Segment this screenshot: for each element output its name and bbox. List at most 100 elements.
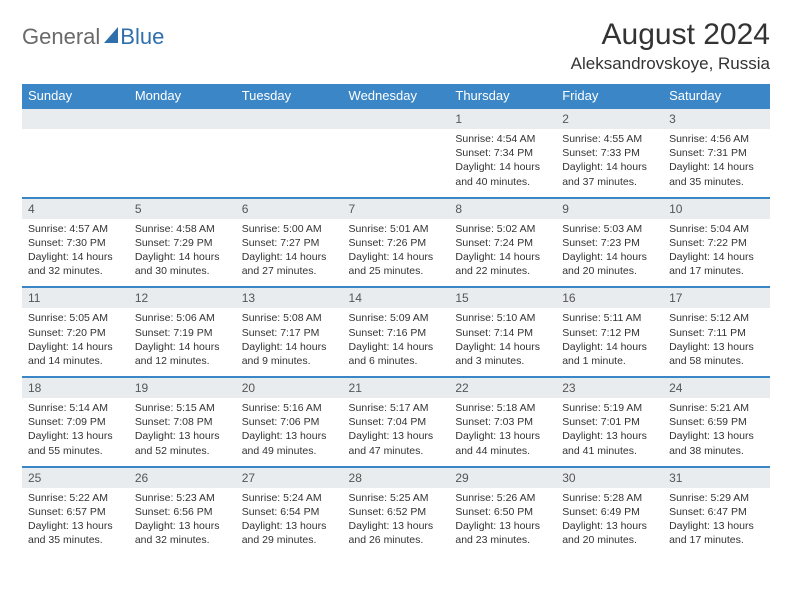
- calendar-day-cell: 9Sunrise: 5:03 AMSunset: 7:23 PMDaylight…: [556, 198, 663, 288]
- day-number: 6: [236, 199, 343, 219]
- day-details: Sunrise: 5:23 AMSunset: 6:56 PMDaylight:…: [129, 488, 236, 556]
- day-details: Sunrise: 4:57 AMSunset: 7:30 PMDaylight:…: [22, 219, 129, 287]
- month-title: August 2024: [571, 18, 770, 52]
- calendar-day-cell: [129, 108, 236, 198]
- day-number: [129, 109, 236, 129]
- day-number: 25: [22, 468, 129, 488]
- weekday-header: Saturday: [663, 84, 770, 108]
- day-details: Sunrise: 5:28 AMSunset: 6:49 PMDaylight:…: [556, 488, 663, 556]
- day-details: Sunrise: 5:00 AMSunset: 7:27 PMDaylight:…: [236, 219, 343, 287]
- calendar-day-cell: 15Sunrise: 5:10 AMSunset: 7:14 PMDayligh…: [449, 287, 556, 377]
- calendar-week-row: 18Sunrise: 5:14 AMSunset: 7:09 PMDayligh…: [22, 377, 770, 467]
- day-number: 18: [22, 378, 129, 398]
- day-details: Sunrise: 5:21 AMSunset: 6:59 PMDaylight:…: [663, 398, 770, 466]
- calendar-day-cell: 25Sunrise: 5:22 AMSunset: 6:57 PMDayligh…: [22, 467, 129, 556]
- day-number: [22, 109, 129, 129]
- calendar-day-cell: [22, 108, 129, 198]
- weekday-header: Tuesday: [236, 84, 343, 108]
- day-details: Sunrise: 5:05 AMSunset: 7:20 PMDaylight:…: [22, 308, 129, 376]
- weekday-header: Wednesday: [343, 84, 450, 108]
- calendar-day-cell: 1Sunrise: 4:54 AMSunset: 7:34 PMDaylight…: [449, 108, 556, 198]
- day-details: Sunrise: 4:55 AMSunset: 7:33 PMDaylight:…: [556, 129, 663, 197]
- day-details: Sunrise: 4:56 AMSunset: 7:31 PMDaylight:…: [663, 129, 770, 197]
- day-number: 13: [236, 288, 343, 308]
- calendar-day-cell: 11Sunrise: 5:05 AMSunset: 7:20 PMDayligh…: [22, 287, 129, 377]
- calendar-day-cell: 31Sunrise: 5:29 AMSunset: 6:47 PMDayligh…: [663, 467, 770, 556]
- day-number: 8: [449, 199, 556, 219]
- day-details: Sunrise: 5:10 AMSunset: 7:14 PMDaylight:…: [449, 308, 556, 376]
- day-number: 9: [556, 199, 663, 219]
- day-details: Sunrise: 5:18 AMSunset: 7:03 PMDaylight:…: [449, 398, 556, 466]
- day-number: 12: [129, 288, 236, 308]
- calendar-day-cell: 8Sunrise: 5:02 AMSunset: 7:24 PMDaylight…: [449, 198, 556, 288]
- day-number: [343, 109, 450, 129]
- calendar-day-cell: 3Sunrise: 4:56 AMSunset: 7:31 PMDaylight…: [663, 108, 770, 198]
- calendar-day-cell: 24Sunrise: 5:21 AMSunset: 6:59 PMDayligh…: [663, 377, 770, 467]
- calendar-day-cell: 10Sunrise: 5:04 AMSunset: 7:22 PMDayligh…: [663, 198, 770, 288]
- day-details: Sunrise: 5:16 AMSunset: 7:06 PMDaylight:…: [236, 398, 343, 466]
- day-number: 7: [343, 199, 450, 219]
- calendar-week-row: 4Sunrise: 4:57 AMSunset: 7:30 PMDaylight…: [22, 198, 770, 288]
- calendar-day-cell: 18Sunrise: 5:14 AMSunset: 7:09 PMDayligh…: [22, 377, 129, 467]
- weekday-header-row: SundayMondayTuesdayWednesdayThursdayFrid…: [22, 84, 770, 108]
- day-details: Sunrise: 5:09 AMSunset: 7:16 PMDaylight:…: [343, 308, 450, 376]
- calendar-week-row: 25Sunrise: 5:22 AMSunset: 6:57 PMDayligh…: [22, 467, 770, 556]
- day-details: Sunrise: 5:11 AMSunset: 7:12 PMDaylight:…: [556, 308, 663, 376]
- logo-text-blue: Blue: [120, 24, 164, 50]
- day-details: Sunrise: 5:15 AMSunset: 7:08 PMDaylight:…: [129, 398, 236, 466]
- day-number: 19: [129, 378, 236, 398]
- day-details: Sunrise: 5:26 AMSunset: 6:50 PMDaylight:…: [449, 488, 556, 556]
- day-number: 17: [663, 288, 770, 308]
- calendar-week-row: 1Sunrise: 4:54 AMSunset: 7:34 PMDaylight…: [22, 108, 770, 198]
- day-number: 3: [663, 109, 770, 129]
- logo: General Blue: [22, 18, 164, 50]
- day-number: 10: [663, 199, 770, 219]
- calendar-day-cell: 13Sunrise: 5:08 AMSunset: 7:17 PMDayligh…: [236, 287, 343, 377]
- day-details: Sunrise: 5:19 AMSunset: 7:01 PMDaylight:…: [556, 398, 663, 466]
- calendar-day-cell: 17Sunrise: 5:12 AMSunset: 7:11 PMDayligh…: [663, 287, 770, 377]
- calendar-table: SundayMondayTuesdayWednesdayThursdayFrid…: [22, 84, 770, 555]
- day-details: [129, 129, 236, 184]
- header: General Blue August 2024 Aleksandrovskoy…: [22, 18, 770, 74]
- calendar-day-cell: 29Sunrise: 5:26 AMSunset: 6:50 PMDayligh…: [449, 467, 556, 556]
- calendar-day-cell: 7Sunrise: 5:01 AMSunset: 7:26 PMDaylight…: [343, 198, 450, 288]
- calendar-day-cell: 2Sunrise: 4:55 AMSunset: 7:33 PMDaylight…: [556, 108, 663, 198]
- calendar-day-cell: 30Sunrise: 5:28 AMSunset: 6:49 PMDayligh…: [556, 467, 663, 556]
- weekday-header: Sunday: [22, 84, 129, 108]
- day-number: 23: [556, 378, 663, 398]
- day-number: 11: [22, 288, 129, 308]
- calendar-day-cell: 6Sunrise: 5:00 AMSunset: 7:27 PMDaylight…: [236, 198, 343, 288]
- day-number: [236, 109, 343, 129]
- day-details: [343, 129, 450, 184]
- day-number: 21: [343, 378, 450, 398]
- day-number: 15: [449, 288, 556, 308]
- day-details: Sunrise: 5:25 AMSunset: 6:52 PMDaylight:…: [343, 488, 450, 556]
- weekday-header: Thursday: [449, 84, 556, 108]
- day-details: [236, 129, 343, 184]
- calendar-day-cell: 5Sunrise: 4:58 AMSunset: 7:29 PMDaylight…: [129, 198, 236, 288]
- calendar-day-cell: 21Sunrise: 5:17 AMSunset: 7:04 PMDayligh…: [343, 377, 450, 467]
- calendar-day-cell: 23Sunrise: 5:19 AMSunset: 7:01 PMDayligh…: [556, 377, 663, 467]
- title-block: August 2024 Aleksandrovskoye, Russia: [571, 18, 770, 74]
- weekday-header: Friday: [556, 84, 663, 108]
- calendar-day-cell: 27Sunrise: 5:24 AMSunset: 6:54 PMDayligh…: [236, 467, 343, 556]
- day-details: Sunrise: 4:54 AMSunset: 7:34 PMDaylight:…: [449, 129, 556, 197]
- day-details: Sunrise: 5:08 AMSunset: 7:17 PMDaylight:…: [236, 308, 343, 376]
- day-number: 20: [236, 378, 343, 398]
- day-details: Sunrise: 5:22 AMSunset: 6:57 PMDaylight:…: [22, 488, 129, 556]
- day-number: 30: [556, 468, 663, 488]
- day-number: 4: [22, 199, 129, 219]
- day-number: 5: [129, 199, 236, 219]
- day-number: 2: [556, 109, 663, 129]
- calendar-day-cell: 19Sunrise: 5:15 AMSunset: 7:08 PMDayligh…: [129, 377, 236, 467]
- calendar-week-row: 11Sunrise: 5:05 AMSunset: 7:20 PMDayligh…: [22, 287, 770, 377]
- calendar-day-cell: 16Sunrise: 5:11 AMSunset: 7:12 PMDayligh…: [556, 287, 663, 377]
- day-details: Sunrise: 5:12 AMSunset: 7:11 PMDaylight:…: [663, 308, 770, 376]
- day-number: 28: [343, 468, 450, 488]
- day-number: 1: [449, 109, 556, 129]
- day-details: Sunrise: 5:14 AMSunset: 7:09 PMDaylight:…: [22, 398, 129, 466]
- day-details: [22, 129, 129, 184]
- day-details: Sunrise: 5:01 AMSunset: 7:26 PMDaylight:…: [343, 219, 450, 287]
- calendar-day-cell: [343, 108, 450, 198]
- calendar-day-cell: 22Sunrise: 5:18 AMSunset: 7:03 PMDayligh…: [449, 377, 556, 467]
